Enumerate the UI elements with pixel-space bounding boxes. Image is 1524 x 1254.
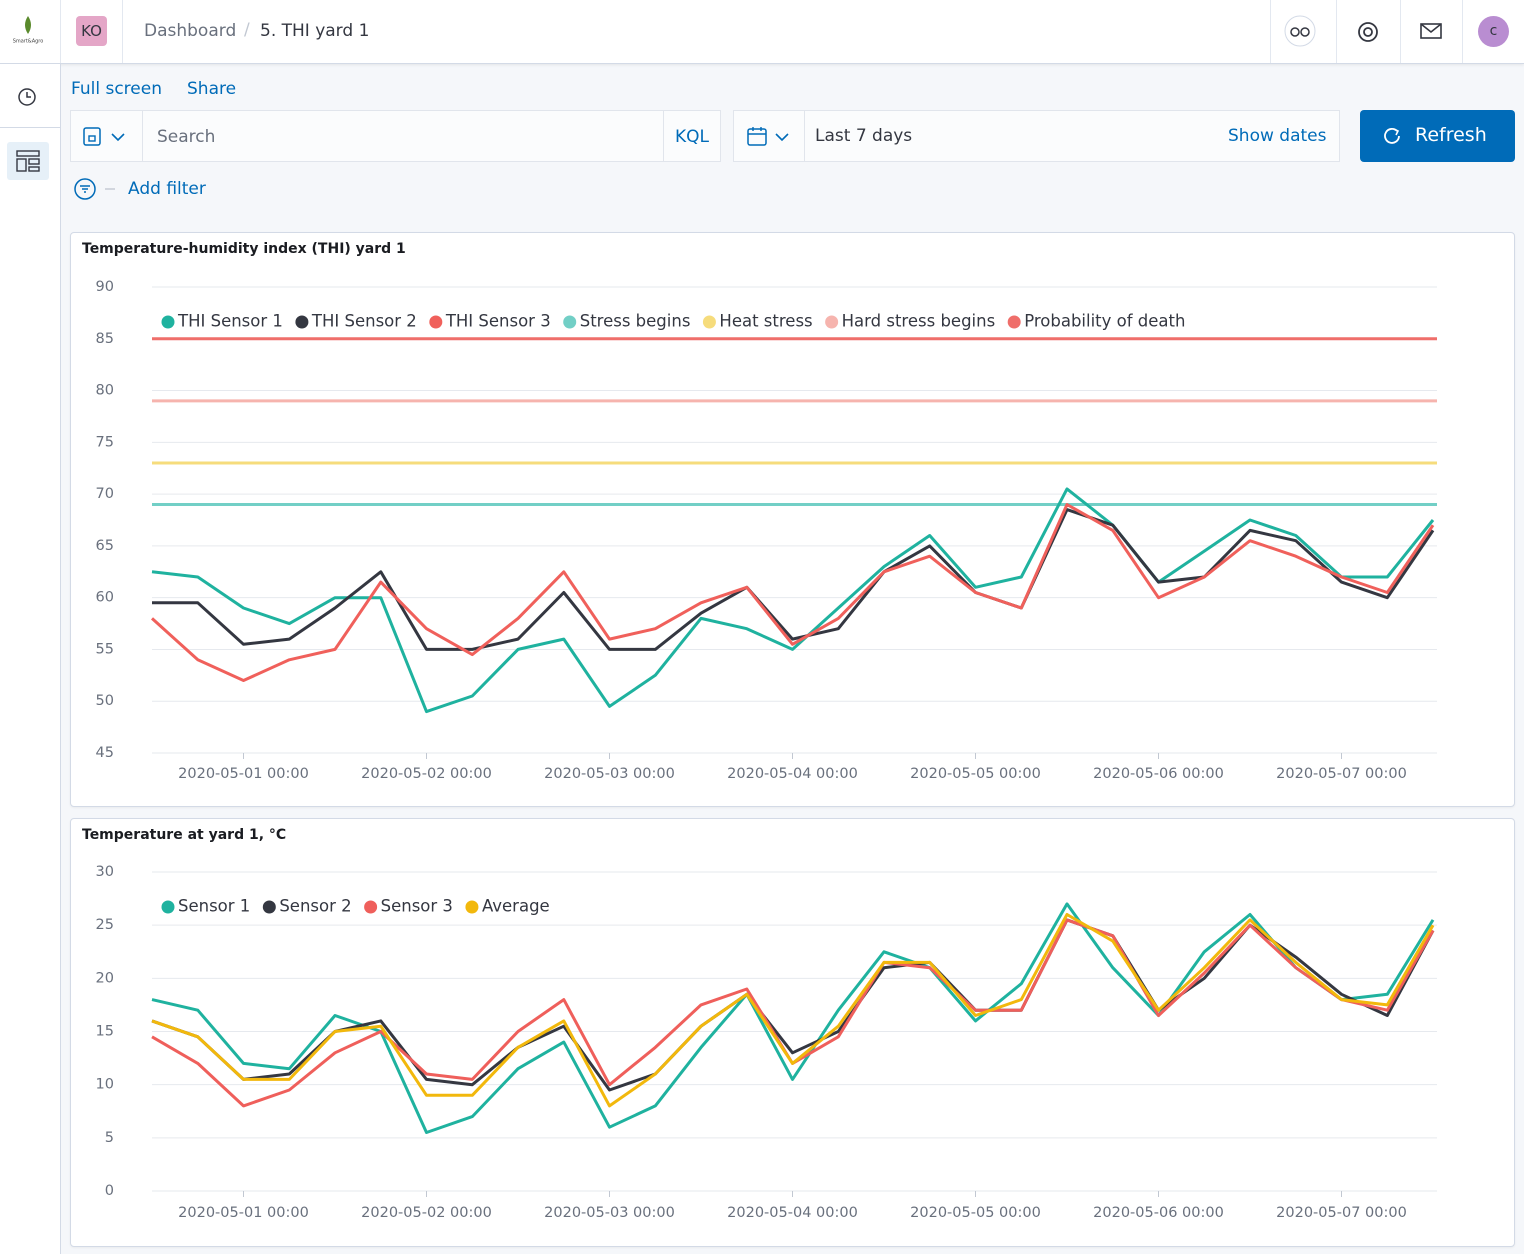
panel: Temperature at yard 1, °C 0 5 10 15 20 25 30 202…	[70, 818, 1515, 1247]
y-tick-label: 90	[96, 279, 114, 295]
y-tick-label: 75	[96, 434, 114, 450]
x-tick-label: 2020-05-03 00:00	[544, 766, 675, 782]
x-tick-label: 2020-05-07 00:00	[1276, 1205, 1407, 1221]
legend-label: Sensor 2	[279, 897, 351, 916]
legend-swatch	[429, 315, 443, 329]
legend-swatch	[1007, 315, 1021, 329]
legend-label: Probability of death	[1024, 312, 1185, 331]
chart-title: Temperature at yard 1, °C	[82, 827, 286, 843]
series-line	[152, 508, 1435, 651]
breadcrumb-separator: /	[244, 20, 250, 40]
y-tick-label: 5	[105, 1130, 114, 1146]
time-picker: Last 7 days Show dates	[733, 110, 1340, 162]
user-avatar[interactable]: c	[1478, 16, 1509, 47]
legend-swatch	[563, 315, 577, 329]
share-link[interactable]: Share	[187, 79, 237, 99]
legend-label: THI Sensor 1	[177, 312, 283, 331]
legend-label: Hard stress begins	[842, 312, 996, 331]
y-tick-label: 65	[96, 538, 114, 554]
legend-swatch	[295, 315, 309, 329]
legend-label: Sensor 3	[381, 897, 453, 916]
logo[interactable]: Smart&Agro	[10, 14, 46, 46]
series-line	[151, 487, 1435, 714]
y-tick-label: 45	[96, 745, 114, 761]
legend-swatch	[465, 900, 479, 914]
y-tick-label: 50	[96, 693, 114, 709]
mail-icon[interactable]	[1419, 21, 1443, 41]
y-tick-label: 25	[96, 917, 114, 933]
y-tick-label: 15	[96, 1024, 114, 1040]
legend-label: THI Sensor 2	[311, 312, 417, 331]
filter-icon[interactable]	[73, 176, 123, 202]
breadcrumb: 5. THI yard 1	[260, 21, 370, 41]
recent-icon[interactable]	[16, 86, 38, 108]
space-badge[interactable]: KO	[76, 16, 107, 46]
legend-swatch	[825, 315, 839, 329]
x-tick-label: 2020-05-02 00:00	[361, 1205, 492, 1221]
series-line	[150, 503, 1435, 682]
saved-query-icon[interactable]	[81, 125, 133, 149]
legend-label: Heat stress	[719, 312, 812, 331]
x-tick-label: 2020-05-06 00:00	[1093, 1205, 1224, 1221]
x-tick-label: 2020-05-05 00:00	[910, 1205, 1041, 1221]
legend-swatch	[161, 900, 175, 914]
calendar-icon[interactable]	[746, 125, 802, 149]
dashboard-nav[interactable]	[7, 142, 49, 180]
refresh-label: Refresh	[1415, 124, 1487, 146]
logo-text: Smart&Agro	[13, 39, 44, 45]
y-tick-label: 60	[96, 590, 114, 606]
chart-title: Temperature-humidity index (THI) yard 1	[82, 241, 406, 257]
y-tick-label: 70	[96, 486, 114, 502]
help-icon[interactable]	[1356, 20, 1380, 44]
reading-icon[interactable]	[1284, 15, 1316, 47]
x-tick-label: 2020-05-01 00:00	[178, 766, 309, 782]
x-tick-label: 2020-05-02 00:00	[361, 766, 492, 782]
legend-label: THI Sensor 3	[445, 312, 551, 331]
y-tick-label: 20	[96, 970, 114, 986]
y-tick-label: 55	[96, 641, 114, 657]
panel: Temperature-humidity index (THI) yard 1 4…	[70, 232, 1515, 807]
query-bar: Search KQL	[70, 110, 721, 162]
x-tick-label: 2020-05-06 00:00	[1093, 766, 1224, 782]
y-tick-label: 30	[96, 864, 114, 880]
legend-label: Stress begins	[580, 312, 691, 331]
legend-label: Average	[482, 897, 550, 916]
y-tick-label: 85	[96, 331, 114, 347]
x-tick-label: 2020-05-04 00:00	[727, 766, 858, 782]
search-input[interactable]: Search	[157, 127, 216, 147]
kql-toggle[interactable]: KQL	[675, 127, 709, 147]
header: Smart&Agro KO Dashboard / 5. THI yard 1 …	[0, 0, 1524, 64]
series-line	[151, 918, 1435, 1092]
x-tick-label: 2020-05-03 00:00	[544, 1205, 675, 1221]
y-tick-label: 0	[105, 1183, 114, 1199]
x-tick-label: 2020-05-07 00:00	[1276, 766, 1407, 782]
chart: Temperature-humidity index (THI) yard 1 4…	[82, 241, 1437, 782]
sidebar	[0, 64, 61, 1254]
series-line	[151, 913, 1435, 1108]
show-dates[interactable]: Show dates	[1228, 126, 1327, 146]
series-line	[151, 902, 1435, 1134]
full-screen-link[interactable]: Full screen	[71, 79, 162, 99]
y-tick-label: 80	[96, 383, 114, 399]
x-tick-label: 2020-05-05 00:00	[910, 766, 1041, 782]
legend-swatch	[702, 315, 716, 329]
x-tick-label: 2020-05-04 00:00	[727, 1205, 858, 1221]
time-range[interactable]: Last 7 days	[815, 126, 913, 146]
legend-label: Sensor 1	[178, 897, 250, 916]
breadcrumb[interactable]: Dashboard	[144, 21, 237, 41]
legend-swatch	[364, 900, 378, 914]
y-tick-label: 10	[96, 1077, 114, 1093]
legend-swatch	[262, 900, 276, 914]
x-tick-label: 2020-05-01 00:00	[178, 1205, 309, 1221]
refresh-button[interactable]: Refresh	[1360, 110, 1515, 162]
add-filter[interactable]: Add filter	[128, 179, 206, 199]
legend-swatch	[161, 315, 175, 329]
chart: Temperature at yard 1, °C 0 5 10 15 20 25 30 202…	[82, 827, 1437, 1221]
